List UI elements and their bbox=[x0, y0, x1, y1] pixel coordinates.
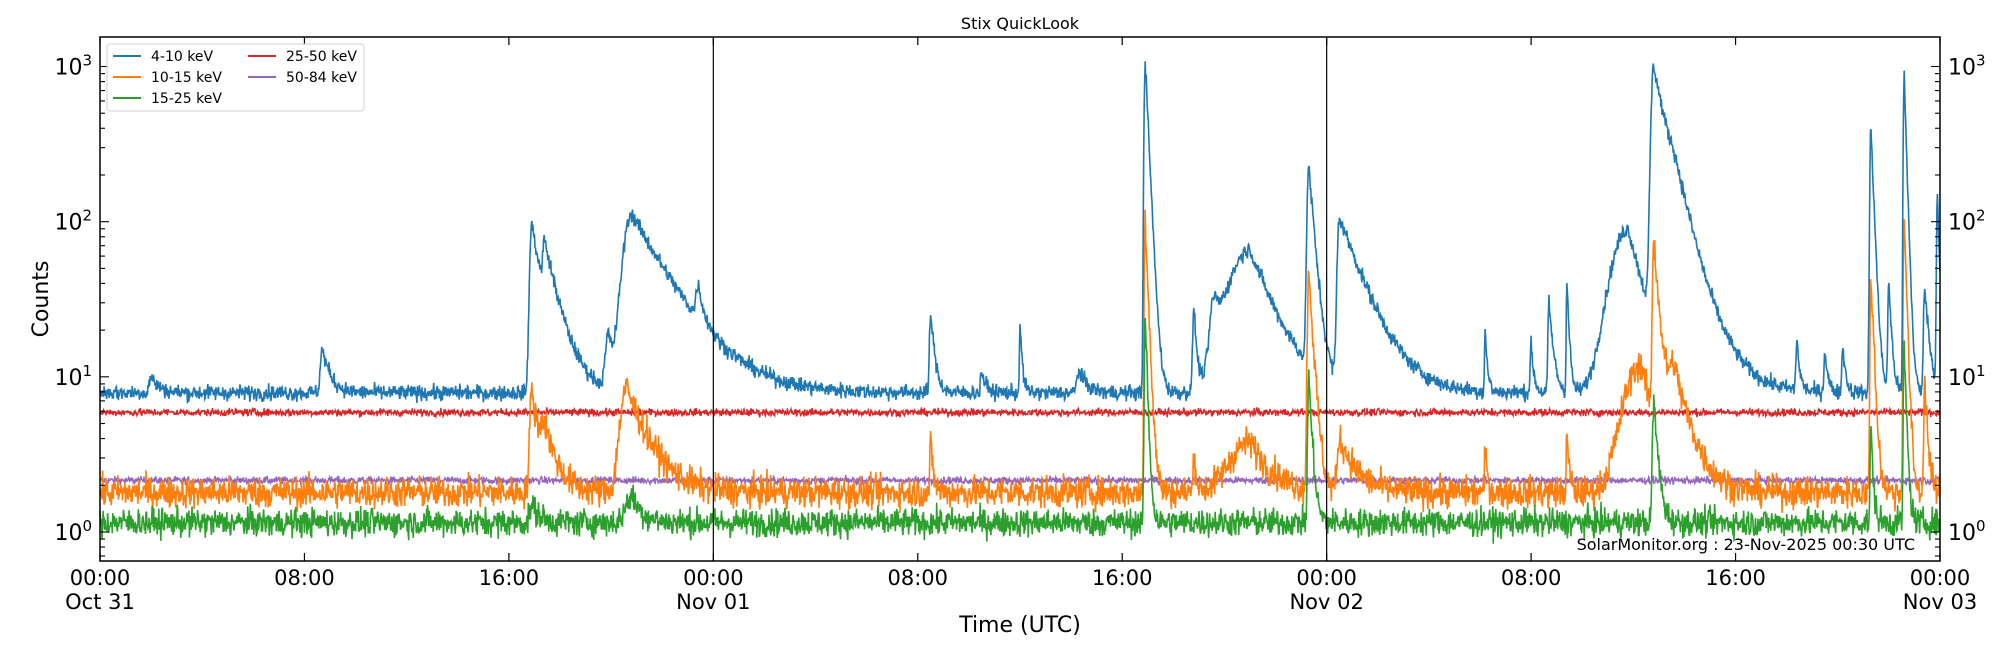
x-tick-label: 16:00 bbox=[1705, 566, 1766, 590]
y-tick-base: 10 bbox=[54, 56, 82, 81]
x-axis-label: Time (UTC) bbox=[958, 613, 1081, 638]
x-tick-sublabel: Oct 31 bbox=[65, 590, 135, 614]
x-tick-label: 16:00 bbox=[479, 566, 540, 590]
series-line-15-25-keV bbox=[99, 317, 1941, 544]
y-tick-exponent: 0 bbox=[1976, 517, 1986, 535]
y-tick-exponent: 1 bbox=[82, 362, 92, 380]
x-tick-label: 00:00 bbox=[1296, 566, 1357, 590]
series-line-50-84-keV bbox=[99, 474, 1941, 487]
y-tick-base: 10 bbox=[1948, 366, 1976, 391]
y-tick-exponent: 2 bbox=[1976, 207, 1986, 225]
y-tick-base: 10 bbox=[1948, 521, 1976, 546]
y-tick-base: 10 bbox=[54, 521, 82, 546]
legend-label: 4-10 keV bbox=[151, 49, 213, 65]
plot-frame bbox=[99, 36, 1941, 562]
y-tick-base: 10 bbox=[54, 211, 82, 236]
legend-label: 10-15 keV bbox=[151, 70, 222, 86]
y-tick-exponent: 3 bbox=[1976, 52, 1986, 70]
x-tick-sublabel: Nov 03 bbox=[1903, 590, 1977, 614]
y-tick-label: 100 bbox=[54, 517, 92, 546]
x-tick-label: 00:00 bbox=[683, 566, 744, 590]
y-tick-label: 102 bbox=[54, 207, 92, 236]
y-tick-exponent: 2 bbox=[82, 207, 92, 225]
annotation-credit: SolarMonitor.org : 23-Nov-2025 00:30 UTC bbox=[1577, 535, 1915, 554]
x-tick-label: 00:00 bbox=[1910, 566, 1971, 590]
chart-title: Stix QuickLook bbox=[961, 14, 1080, 33]
legend-label: 25-50 keV bbox=[286, 49, 357, 65]
x-tick-label: 08:00 bbox=[888, 566, 949, 590]
y-axis-label: Counts bbox=[29, 261, 54, 338]
series-line-4-10-keV bbox=[99, 61, 1941, 404]
x-tick-label: 00:00 bbox=[70, 566, 131, 590]
y-tick-label-right: 101 bbox=[1948, 362, 1986, 391]
y-tick-label-right: 103 bbox=[1948, 52, 1986, 81]
y-tick-base: 10 bbox=[1948, 56, 1976, 81]
x-tick-label: 08:00 bbox=[1501, 566, 1562, 590]
legend-label: 15-25 keV bbox=[151, 91, 222, 107]
x-tick-label: 16:00 bbox=[1092, 566, 1153, 590]
y-tick-label: 101 bbox=[54, 362, 92, 391]
x-tick-sublabel: Nov 01 bbox=[676, 590, 750, 614]
y-tick-base: 10 bbox=[1948, 211, 1976, 236]
y-tick-base: 10 bbox=[54, 366, 82, 391]
series-line-25-50-keV bbox=[99, 406, 1941, 420]
y-tick-exponent: 1 bbox=[1976, 362, 1986, 380]
series-line-10-15-keV bbox=[99, 209, 1941, 514]
legend-label: 50-84 keV bbox=[286, 70, 357, 86]
series-layer bbox=[99, 61, 1941, 544]
x-tick-label: 08:00 bbox=[274, 566, 335, 590]
y-tick-label: 103 bbox=[54, 52, 92, 81]
y-tick-label-right: 100 bbox=[1948, 517, 1986, 546]
legend: 4-10 keV 10-15 keV 15-25 keV 25-50 keV 50-84… bbox=[106, 43, 365, 112]
y-tick-exponent: 3 bbox=[82, 52, 92, 70]
legend-box bbox=[106, 43, 365, 112]
y-tick-label-right: 102 bbox=[1948, 207, 1986, 236]
x-tick-sublabel: Nov 02 bbox=[1289, 590, 1363, 614]
y-tick-exponent: 0 bbox=[82, 517, 92, 535]
